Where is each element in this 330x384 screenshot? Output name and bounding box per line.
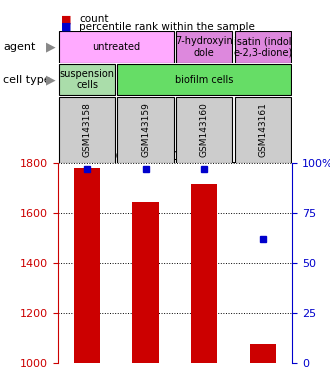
Bar	[117, 97, 174, 162]
Bar	[117, 64, 291, 95]
Bar	[235, 31, 291, 63]
Text: isatin (indol
e-2,3-dione): isatin (indol e-2,3-dione)	[233, 36, 292, 58]
Title: GDS2753 / 1766615_at: GDS2753 / 1766615_at	[97, 149, 252, 162]
Text: cell type: cell type	[3, 74, 51, 85]
Text: 7-hydroxyin
dole: 7-hydroxyin dole	[175, 36, 233, 58]
Text: ▶: ▶	[46, 41, 56, 53]
Text: untreated: untreated	[92, 42, 140, 52]
Bar	[132, 202, 159, 363]
Text: biofilm cells: biofilm cells	[175, 74, 233, 85]
Bar	[74, 168, 100, 363]
Text: GSM143158: GSM143158	[82, 102, 91, 157]
Text: count: count	[79, 14, 109, 24]
Text: agent: agent	[3, 42, 36, 52]
Bar	[59, 31, 174, 63]
Text: suspension
cells: suspension cells	[59, 69, 115, 91]
Text: ▶: ▶	[46, 73, 56, 86]
Text: GSM143159: GSM143159	[141, 102, 150, 157]
Bar	[59, 64, 115, 95]
Text: GSM143160: GSM143160	[200, 102, 209, 157]
Text: ■: ■	[61, 22, 72, 32]
Bar	[191, 184, 217, 363]
Bar	[249, 344, 276, 363]
Text: ■: ■	[61, 14, 72, 24]
Bar	[176, 97, 232, 162]
Bar	[59, 97, 115, 162]
Bar	[235, 97, 291, 162]
Text: GSM143161: GSM143161	[258, 102, 267, 157]
Bar	[176, 31, 232, 63]
Text: percentile rank within the sample: percentile rank within the sample	[79, 22, 255, 32]
